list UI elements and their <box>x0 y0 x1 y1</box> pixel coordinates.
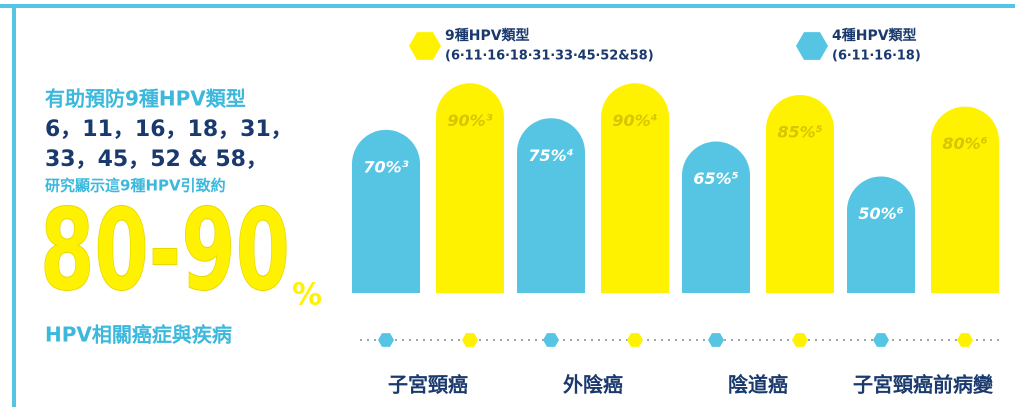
x-tick-label: 外陰癌 <box>563 373 623 397</box>
bar <box>352 129 420 293</box>
bar <box>847 176 915 293</box>
value-label: 85%⁵ <box>777 122 822 141</box>
bar <box>682 141 750 293</box>
x-tick-label: 子宮頸癌 <box>388 373 468 397</box>
annotation: 研究顯示這9種HPV引致約 <box>45 177 226 195</box>
value-label: 75%⁴ <box>528 146 573 165</box>
marker-dot <box>378 333 394 347</box>
legend-label: 4種HPV類型 <box>832 27 917 44</box>
annotation: HPV相關癌症與疾病 <box>45 323 232 347</box>
marker-dot <box>792 333 808 347</box>
x-tick-label: 子宮頸癌前病變 <box>853 373 994 397</box>
marker-dot <box>957 333 973 347</box>
bar <box>601 83 669 293</box>
legend-swatch <box>409 32 441 60</box>
legend-detail: (6‧11‧16‧18) <box>832 49 921 64</box>
value-label: 50%⁶ <box>858 204 903 223</box>
annotation: 33，45，52 & 58， <box>45 147 268 172</box>
legend-label: 9種HPV類型 <box>445 27 530 44</box>
annotation: 有助預防9種HPV類型 <box>45 87 246 111</box>
marker-dot <box>543 333 559 347</box>
bar <box>931 106 999 294</box>
marker-dot <box>873 333 889 347</box>
bar <box>517 118 585 293</box>
marker-dot <box>462 333 478 347</box>
value-label: 65%⁵ <box>693 169 738 188</box>
annotation: 6，11，16，18，31， <box>45 117 293 142</box>
annotation-big: 80-90 <box>40 186 290 316</box>
marker-dot <box>708 333 724 347</box>
legend-detail: (6‧11‧16‧18‧31‧33‧45‧52&58) <box>445 49 654 64</box>
annotation: % <box>292 278 322 313</box>
bar <box>436 83 504 293</box>
bar <box>766 94 834 293</box>
marker-dot <box>627 333 643 347</box>
value-label: 90%³ <box>447 111 492 130</box>
x-tick-label: 陰道癌 <box>728 373 788 397</box>
value-label: 80%⁶ <box>942 134 987 153</box>
value-label: 90%⁴ <box>612 111 657 130</box>
legend-swatch <box>796 32 828 60</box>
value-label: 70%³ <box>363 157 408 176</box>
